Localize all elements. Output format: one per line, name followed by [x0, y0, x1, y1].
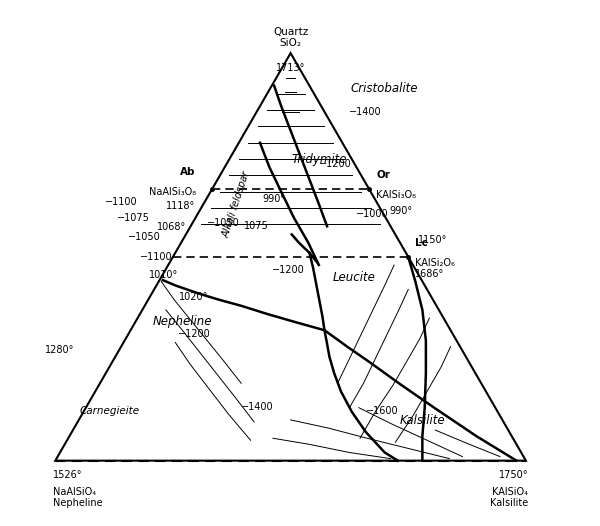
Text: Quartz: Quartz: [273, 27, 308, 37]
Text: 1713°: 1713°: [276, 64, 305, 74]
Text: −1600: −1600: [366, 406, 398, 416]
Text: 1068°: 1068°: [157, 221, 186, 231]
Text: −1400: −1400: [349, 107, 382, 117]
Text: 990°: 990°: [262, 194, 286, 204]
Text: Tridymite: Tridymite: [291, 153, 347, 166]
Text: 1020°: 1020°: [179, 292, 209, 302]
Text: 1280°: 1280°: [45, 345, 74, 355]
Text: −1200: −1200: [319, 159, 352, 169]
Text: SiO₂: SiO₂: [280, 38, 302, 48]
Text: −1200: −1200: [178, 329, 211, 339]
Text: Kalsilite: Kalsilite: [400, 414, 445, 427]
Text: Alkali feldspar: Alkali feldspar: [221, 170, 252, 239]
Text: Nepheline: Nepheline: [152, 315, 212, 328]
Text: 1010°: 1010°: [149, 270, 179, 280]
Text: Carnegieite: Carnegieite: [79, 406, 139, 416]
Text: −1050: −1050: [128, 232, 161, 242]
Text: KAlSi₂O₆: KAlSi₂O₆: [415, 258, 455, 268]
Text: 1750°: 1750°: [499, 470, 528, 480]
Text: Lc: Lc: [415, 238, 428, 248]
Text: 990°: 990°: [389, 206, 413, 216]
Text: −1400: −1400: [241, 401, 274, 411]
Text: −1100: −1100: [105, 197, 137, 207]
Text: Leucite: Leucite: [332, 270, 376, 284]
Text: 1118°: 1118°: [166, 201, 196, 211]
Text: Nepheline: Nepheline: [53, 498, 103, 508]
Text: Or: Or: [376, 170, 390, 180]
Text: Cristobalite: Cristobalite: [351, 83, 418, 95]
Text: Ab: Ab: [180, 167, 196, 177]
Text: 1686°: 1686°: [415, 269, 445, 279]
Text: Kalsilite: Kalsilite: [490, 498, 528, 508]
Text: 1075: 1075: [244, 221, 268, 231]
Text: −1075: −1075: [116, 213, 149, 224]
Text: KAlSiO₄: KAlSiO₄: [492, 487, 528, 497]
Text: −1200: −1200: [272, 265, 305, 275]
Text: −1100: −1100: [140, 252, 173, 262]
Text: −1050: −1050: [208, 218, 240, 228]
Text: −1000: −1000: [356, 209, 389, 219]
Text: NaAlSiO₄: NaAlSiO₄: [53, 487, 96, 497]
Text: 1526°: 1526°: [53, 470, 82, 480]
Text: 1150°: 1150°: [418, 236, 447, 246]
Text: KAlSi₃O₈: KAlSi₃O₈: [376, 190, 416, 200]
Text: NaAlSi₃O₈: NaAlSi₃O₈: [149, 187, 196, 197]
